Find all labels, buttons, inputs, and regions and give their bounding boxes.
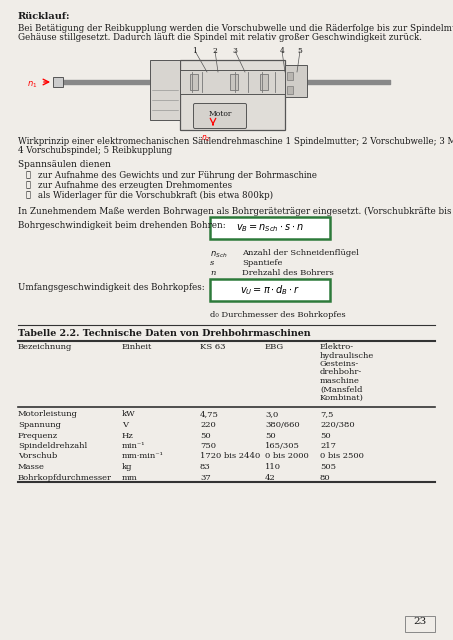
Bar xyxy=(190,74,198,90)
Text: 50: 50 xyxy=(320,431,331,440)
Text: Bohrkopfdurchmesser: Bohrkopfdurchmesser xyxy=(18,474,112,481)
Text: als Widerlager für die Vorschubkraft (bis etwa 800kp): als Widerlager für die Vorschubkraft (bi… xyxy=(38,191,273,200)
Bar xyxy=(285,65,307,97)
FancyBboxPatch shape xyxy=(210,279,330,301)
Text: 23: 23 xyxy=(414,618,427,627)
Text: kg: kg xyxy=(122,463,132,471)
Text: drehbohr-: drehbohr- xyxy=(320,369,362,376)
Text: Wirkprinzip einer elektromechanischen Säulendrehmaschine 1 Spindelmutter; 2 Vors: Wirkprinzip einer elektromechanischen Sä… xyxy=(18,137,453,146)
Text: 2: 2 xyxy=(212,47,217,55)
Text: min⁻¹: min⁻¹ xyxy=(122,442,145,450)
Text: 80: 80 xyxy=(320,474,331,481)
Text: ❖: ❖ xyxy=(26,171,31,179)
Bar xyxy=(405,616,435,632)
Text: $v_B = n_{Sch} \cdot s \cdot n$: $v_B = n_{Sch} \cdot s \cdot n$ xyxy=(236,222,304,234)
Text: 3: 3 xyxy=(232,47,237,55)
Text: Einheit: Einheit xyxy=(122,343,152,351)
Text: Vorschub: Vorschub xyxy=(18,452,57,461)
Text: Kombinat): Kombinat) xyxy=(320,394,364,402)
Text: mm·min⁻¹: mm·min⁻¹ xyxy=(122,452,164,461)
Text: Spannsäulen dienen: Spannsäulen dienen xyxy=(18,160,111,169)
Text: Masse: Masse xyxy=(18,463,45,471)
Bar xyxy=(170,70,295,94)
Text: 4,75: 4,75 xyxy=(200,410,219,419)
Text: kW: kW xyxy=(122,410,136,419)
Text: zur Aufnahme des erzeugten Drehmomentes: zur Aufnahme des erzeugten Drehmomentes xyxy=(38,181,232,190)
Text: 0 bis 2500: 0 bis 2500 xyxy=(320,452,364,461)
Bar xyxy=(287,86,293,94)
Text: (Mansfeld: (Mansfeld xyxy=(320,385,362,394)
Text: 165/305: 165/305 xyxy=(265,442,300,450)
Text: 50: 50 xyxy=(200,431,211,440)
Text: 0 bis 2000: 0 bis 2000 xyxy=(265,452,309,461)
Text: 505: 505 xyxy=(320,463,336,471)
Text: 3,0: 3,0 xyxy=(265,410,278,419)
FancyBboxPatch shape xyxy=(193,104,246,129)
Text: s: s xyxy=(210,259,214,267)
Text: Spantiefe: Spantiefe xyxy=(242,259,282,267)
Text: zur Aufnahme des Gewichts und zur Führung der Bohrmaschine: zur Aufnahme des Gewichts und zur Führun… xyxy=(38,171,317,180)
Text: 110: 110 xyxy=(265,463,281,471)
Text: $n_2$: $n_2$ xyxy=(201,133,211,143)
Text: ❖: ❖ xyxy=(26,191,31,199)
Text: 220: 220 xyxy=(200,421,216,429)
Text: 750: 750 xyxy=(200,442,216,450)
Text: ❖: ❖ xyxy=(26,181,31,189)
Text: Tabelle 2.2. Technische Daten von Drehbohrmaschinen: Tabelle 2.2. Technische Daten von Drehbo… xyxy=(18,329,311,338)
Text: maschine: maschine xyxy=(320,377,360,385)
Text: Gesteins-: Gesteins- xyxy=(320,360,359,368)
Text: Frequenz: Frequenz xyxy=(18,431,58,440)
FancyBboxPatch shape xyxy=(210,217,330,239)
Text: Gehäuse stillgesetzt. Dadurch läuft die Spindel mit relativ großer Geschwindigke: Gehäuse stillgesetzt. Dadurch läuft die … xyxy=(18,33,422,42)
Text: d₀ Durchmesser des Bohrkopfes: d₀ Durchmesser des Bohrkopfes xyxy=(210,311,346,319)
Text: EBG: EBG xyxy=(265,343,284,351)
Text: $n_{Sch}$: $n_{Sch}$ xyxy=(210,249,227,259)
Text: 1720 bis 2440: 1720 bis 2440 xyxy=(200,452,260,461)
Text: 380/660: 380/660 xyxy=(265,421,299,429)
Text: 220/380: 220/380 xyxy=(320,421,355,429)
Text: hydraulische: hydraulische xyxy=(320,351,374,360)
Text: 5: 5 xyxy=(298,47,303,55)
Text: 37: 37 xyxy=(200,474,211,481)
Text: 50: 50 xyxy=(265,431,275,440)
Text: Bezeichnung: Bezeichnung xyxy=(18,343,72,351)
Text: 42: 42 xyxy=(265,474,276,481)
Text: V: V xyxy=(122,421,128,429)
Text: Hz: Hz xyxy=(122,431,134,440)
Text: Spannung: Spannung xyxy=(18,421,61,429)
Text: 217: 217 xyxy=(320,442,336,450)
Text: Drehzahl des Bohrers: Drehzahl des Bohrers xyxy=(242,269,334,277)
Text: Motorleistung: Motorleistung xyxy=(18,410,78,419)
Bar xyxy=(53,77,63,87)
Text: n: n xyxy=(210,269,215,277)
Text: Bohrgeschwindigkeit beim drehenden Bohren:: Bohrgeschwindigkeit beim drehenden Bohre… xyxy=(18,221,226,230)
Text: $n_1$: $n_1$ xyxy=(27,79,38,90)
Bar xyxy=(180,60,285,130)
Text: KS 63: KS 63 xyxy=(200,343,226,351)
Text: Bei Betätigung der Reibkupplung werden die Vorschubwelle und die Räderfolge bis : Bei Betätigung der Reibkupplung werden d… xyxy=(18,24,453,33)
Text: $v_U = \pi \cdot d_B \cdot r$: $v_U = \pi \cdot d_B \cdot r$ xyxy=(240,283,300,297)
Text: Spindeldrehzahl: Spindeldrehzahl xyxy=(18,442,87,450)
Text: Rücklauf:: Rücklauf: xyxy=(18,12,71,21)
Text: 4 Vorschubspindel; 5 Reibkupplung: 4 Vorschubspindel; 5 Reibkupplung xyxy=(18,146,172,155)
Text: 7,5: 7,5 xyxy=(320,410,333,419)
Text: Motor: Motor xyxy=(208,110,231,118)
Text: In Zunehmendem Maße werden Bohrwagen als Bohrgeräteträger eingesetzt. (Vorschubk: In Zunehmendem Maße werden Bohrwagen als… xyxy=(18,207,453,216)
Text: 4: 4 xyxy=(280,47,284,55)
Bar xyxy=(287,72,293,80)
Bar xyxy=(230,74,238,90)
Text: mm: mm xyxy=(122,474,138,481)
Bar xyxy=(150,60,180,120)
Text: Umfangsgeschwindigkeit des Bohrkopfes:: Umfangsgeschwindigkeit des Bohrkopfes: xyxy=(18,283,205,292)
Text: 83: 83 xyxy=(200,463,211,471)
Bar xyxy=(260,74,268,90)
Text: Elektro-: Elektro- xyxy=(320,343,354,351)
Text: 1: 1 xyxy=(193,47,198,55)
Text: Anzahl der Schneidenflügel: Anzahl der Schneidenflügel xyxy=(242,249,359,257)
